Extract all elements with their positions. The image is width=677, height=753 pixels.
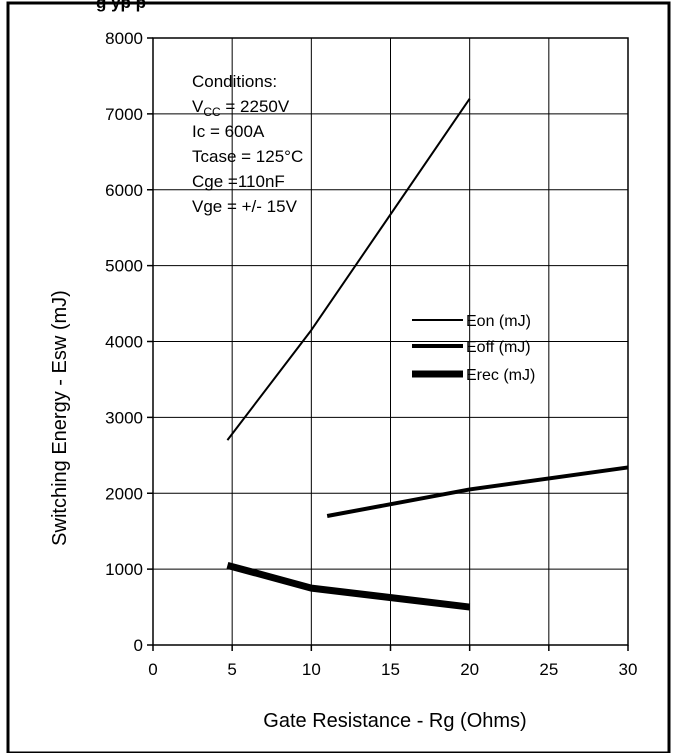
series-line-1	[326, 465, 629, 518]
condition-vcc: VCC = 2250V	[192, 97, 290, 119]
series-line-0	[226, 98, 471, 441]
legend-label-1: Eoff (mJ)	[466, 339, 531, 356]
x-tick-label-25: 25	[539, 660, 558, 679]
y-tick-label-4000: 4000	[105, 333, 143, 352]
x-tick-label-15: 15	[381, 660, 400, 679]
y-tick-label-3000: 3000	[105, 408, 143, 427]
y-axis: 0 1000 2000 3000 4000 5000 6000 7000 8000	[105, 29, 153, 655]
y-tick-label-6000: 6000	[105, 181, 143, 200]
legend-label-0: Eon (mJ)	[466, 313, 531, 330]
y-tick-label-5000: 5000	[105, 257, 143, 276]
conditions-heading: Conditions:	[192, 72, 277, 91]
y-tick-label-0: 0	[134, 636, 143, 655]
y-tick-label-1000: 1000	[105, 560, 143, 579]
y-tick-label-8000: 8000	[105, 29, 143, 48]
y-tick-label-7000: 7000	[105, 105, 143, 124]
condition-vge: Vge = +/- 15V	[192, 197, 298, 216]
x-axis: 0 5 10 15 20 25 30	[148, 645, 637, 679]
legend-label-2: Erec (mJ)	[466, 367, 535, 384]
x-tick-label-20: 20	[460, 660, 479, 679]
series-line-2	[226, 561, 471, 611]
x-axis-title: Gate Resistance - Rg (Ohms)	[263, 710, 526, 732]
y-tick-label-2000: 2000	[105, 484, 143, 503]
condition-cge: Cge =110nF	[192, 172, 285, 191]
y-axis-title: Switching Energy - Esw (mJ)	[49, 290, 71, 546]
chart-title-fragment: g yp p	[96, 0, 146, 12]
series-lines	[226, 98, 629, 611]
chart-frame	[6, 1, 671, 753]
legend: Eon (mJ) Eoff (mJ) Erec (mJ)	[412, 313, 535, 384]
x-tick-label-10: 10	[302, 660, 321, 679]
condition-tcase: Tcase = 125°C	[192, 147, 303, 166]
condition-ic: Ic = 600A	[192, 122, 265, 141]
x-tick-label-0: 0	[148, 660, 157, 679]
conditions-annotation: Conditions: VCC = 2250V Ic = 600A Tcase …	[192, 72, 303, 216]
x-tick-label-30: 30	[619, 660, 638, 679]
x-tick-label-5: 5	[227, 660, 236, 679]
